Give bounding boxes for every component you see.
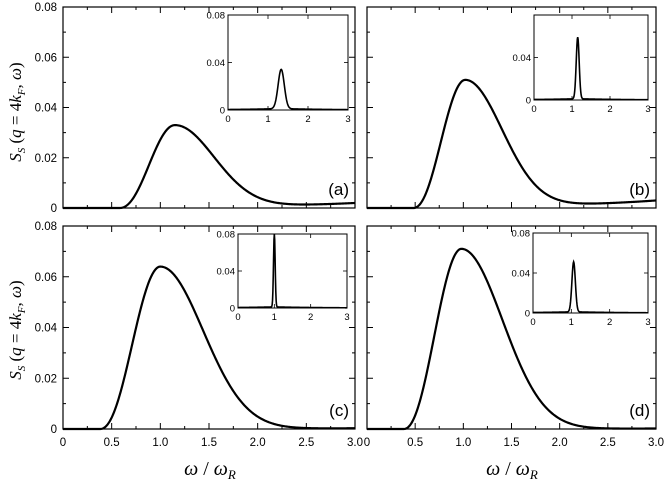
x-tick-label: 0 [364,437,370,449]
y-tick-label: 0.02 [35,153,57,165]
inset-x-tick-label: 0 [530,317,535,328]
inset-c: 0 1 2 3 0 0.04 0.08 [217,230,350,324]
y-axis-label-bottom: SS (q = 4kF, ω) [6,280,28,379]
inset-x-tick-label: 1 [265,114,270,125]
x-axis-label-left: ω / ωR [184,458,236,482]
panel-b: (b) 0 1 2 3 0 0.04 [366,6,657,210]
inset-y-tick-label: 0.08 [217,230,236,241]
inset-y-tick-label: 0.04 [207,58,226,69]
inset-x-tick-label: 0 [225,114,230,125]
y-tick-label: 0.08 [35,221,57,233]
inset-x-tick-label: 2 [607,317,612,328]
panel-label: (d) [629,401,650,420]
inset-a: 0 1 2 3 0 0.04 0.08 [207,11,351,126]
spectrum-curve-b [367,78,657,210]
inset-y-tick-label: 0 [220,106,225,117]
inset-y-tick-label: 0.08 [207,11,226,22]
inset-y-tick-label: 0 [526,96,531,107]
inset-x-tick-label: 3 [345,114,350,125]
x-axis-label-right: ω / ωR [486,458,538,482]
y-tick-label: 0.04 [35,103,58,115]
inset-frame [532,232,649,314]
x-tick-label: 0.5 [407,437,423,449]
y-tick-label: 0.02 [35,373,57,385]
y-tick-label: 0.04 [35,323,58,335]
inset-curve-c [238,233,348,309]
panel-a: 0 0.02 0.04 0.06 0.08 (a) 0 1 2 3 0 0.04 0.08 [35,2,356,215]
x-tick-label: 0.5 [104,437,120,449]
x-tick-label: 0 [60,437,66,449]
spectrum-curve-d [367,247,656,431]
inset-frame [237,233,348,309]
inset-x-tick-label: 3 [344,312,349,323]
x-tick-label: 2.0 [552,437,568,449]
x-tick-label: 3.0 [648,437,664,449]
y-tick-label: 0.06 [35,52,57,64]
spectrum-curve-a [63,123,356,210]
inset-x-tick-label: 1 [272,312,277,323]
inset-frame [227,14,349,111]
x-tick-label: 3.0 [347,437,363,449]
panel-d: 0 0.5 1.0 1.5 2.0 2.5 3.0 (d) 0 1 2 3 0 0.04 0.08 [364,225,664,449]
inset-x-tick-label: 0 [235,312,240,323]
inset-x-tick-label: 1 [569,317,574,328]
x-tick-label: 2.5 [600,437,616,449]
y-tick-label: 0.08 [35,2,57,14]
y-tick-label: 0 [51,424,57,436]
inset-frame [533,14,649,101]
y-axis-label-top: SS (q = 4kF, ω) [6,62,28,161]
inset-x-tick-label: 3 [645,317,650,328]
inset-x-tick-label: 3 [645,104,650,115]
inset-y-tick-label: 0.04 [513,53,532,64]
x-tick-label: 1.5 [504,437,520,449]
x-tick-label: 1.5 [201,437,217,449]
inset-y-tick-label: 0.04 [217,267,236,278]
spectrum-curve-c [63,265,356,431]
inset-x-tick-label: 2 [305,114,310,125]
inset-x-tick-label: 0 [531,104,536,115]
panel-label: (a) [328,180,349,199]
inset-curve-a [227,68,349,111]
x-tick-label: 1.0 [152,437,168,449]
inset-y-tick-label: 0 [525,309,530,320]
x-tick-label: 2.0 [250,437,266,449]
inset-y-tick-label: 0 [230,304,235,315]
inset-x-tick-label: 2 [607,104,612,115]
inset-curve-b [534,36,648,101]
panel-label: (c) [329,401,349,420]
x-tick-label: 2.5 [298,437,314,449]
inset-b: 0 1 2 3 0 0.04 [513,14,651,115]
inset-x-tick-label: 2 [308,312,313,323]
inset-curve-d [532,259,649,314]
inset-y-tick-label: 0.08 [512,229,531,240]
x-tick-label: 1.0 [455,437,471,449]
y-tick-label: 0 [51,203,57,215]
panel-label: (b) [629,180,650,199]
inset-x-tick-label: 1 [569,104,574,115]
y-tick-label: 0.06 [35,272,57,284]
inset-d: 0 1 2 3 0 0.04 0.08 [512,229,651,329]
inset-y-tick-label: 0.04 [512,269,531,280]
panel-c: 0 0.02 0.04 0.06 0.08 0 0.5 1.0 1.5 2.0 2.5 3.0 (c) 0… [35,221,363,449]
